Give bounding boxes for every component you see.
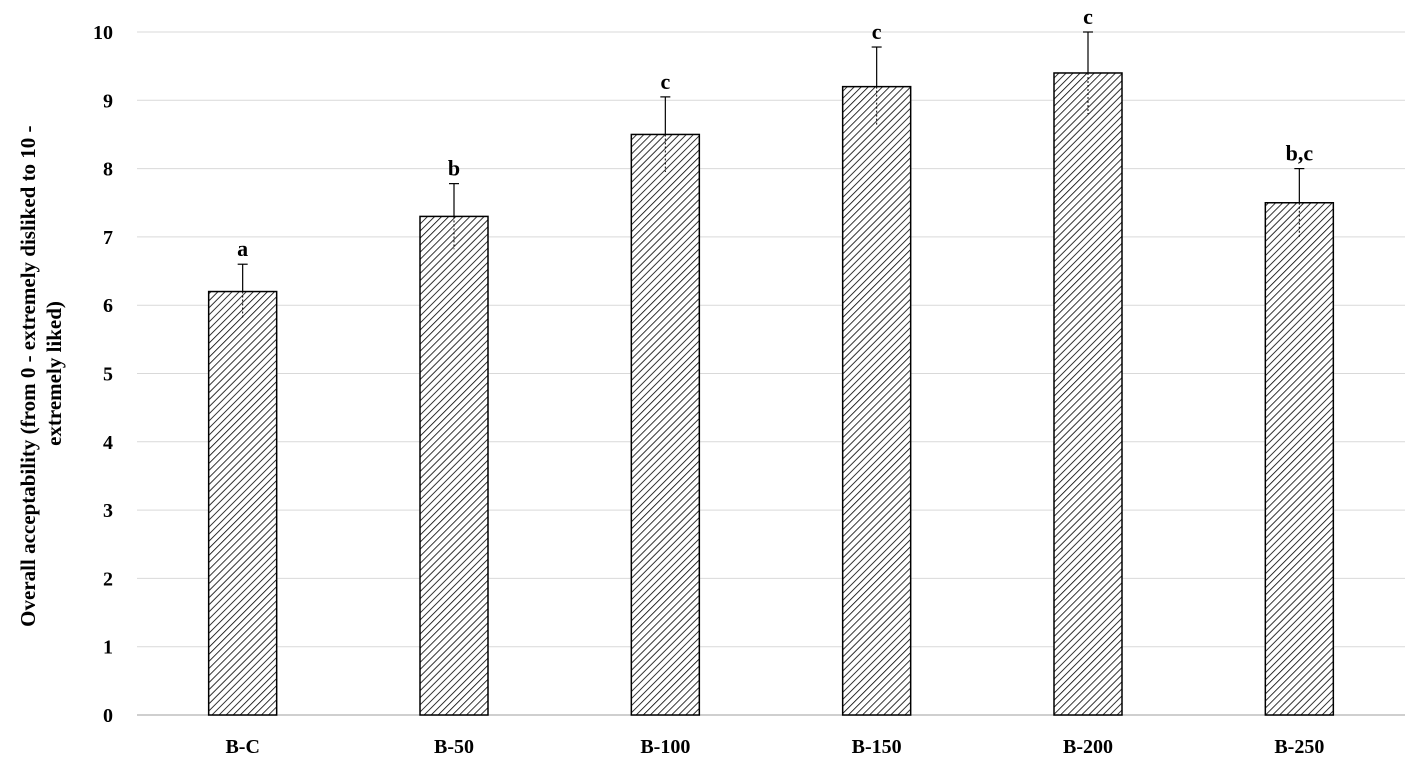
y-axis-title-line-1: Overall acceptability (from 0 - extremel… [16,125,40,626]
y-axis-title-line-2: extremely liked) [42,301,66,446]
significance-labels: a b c c c b,c [237,4,1313,261]
error-bars [237,31,1305,319]
significance-label: b [448,156,460,181]
y-tick-label: 0 [103,705,113,727]
y-axis-title: Overall acceptability (from 0 - extremel… [16,120,66,627]
x-axis-categories: B-C B-50 B-100 B-150 B-200 B-250 [225,736,1324,758]
x-category-label: B-250 [1274,736,1324,758]
bars [207,72,1335,716]
gridlines [137,31,1405,716]
x-category-label: B-200 [1063,736,1113,758]
y-axis-ticks: 0 1 2 3 4 5 6 7 8 9 10 [93,22,113,727]
x-category-label: B-C [225,736,259,758]
y-tick-label: 7 [103,227,113,249]
x-category-label: B-50 [434,736,474,758]
y-tick-label: 8 [103,159,113,181]
x-category-label: B-150 [852,736,902,758]
bar-b-50 [419,215,489,716]
significance-label: c [660,69,670,94]
y-tick-label: 5 [103,364,113,386]
x-category-label: B-100 [640,736,690,758]
y-tick-label: 9 [103,90,113,112]
y-tick-label: 4 [103,432,113,454]
bar-b-200 [1053,72,1123,716]
bar-b-150 [841,85,912,716]
y-tick-label: 2 [103,568,113,590]
significance-label: a [237,236,248,261]
bar-b-250 [1264,202,1335,716]
bar-b-c [207,290,278,716]
y-tick-label: 1 [103,637,113,659]
significance-label: b,c [1286,141,1314,166]
y-tick-label: 3 [103,500,113,522]
y-tick-label: 10 [93,22,113,44]
significance-label: c [872,19,882,44]
significance-label: c [1083,4,1093,29]
y-tick-label: 6 [103,295,113,317]
bar-b-100 [630,133,701,716]
